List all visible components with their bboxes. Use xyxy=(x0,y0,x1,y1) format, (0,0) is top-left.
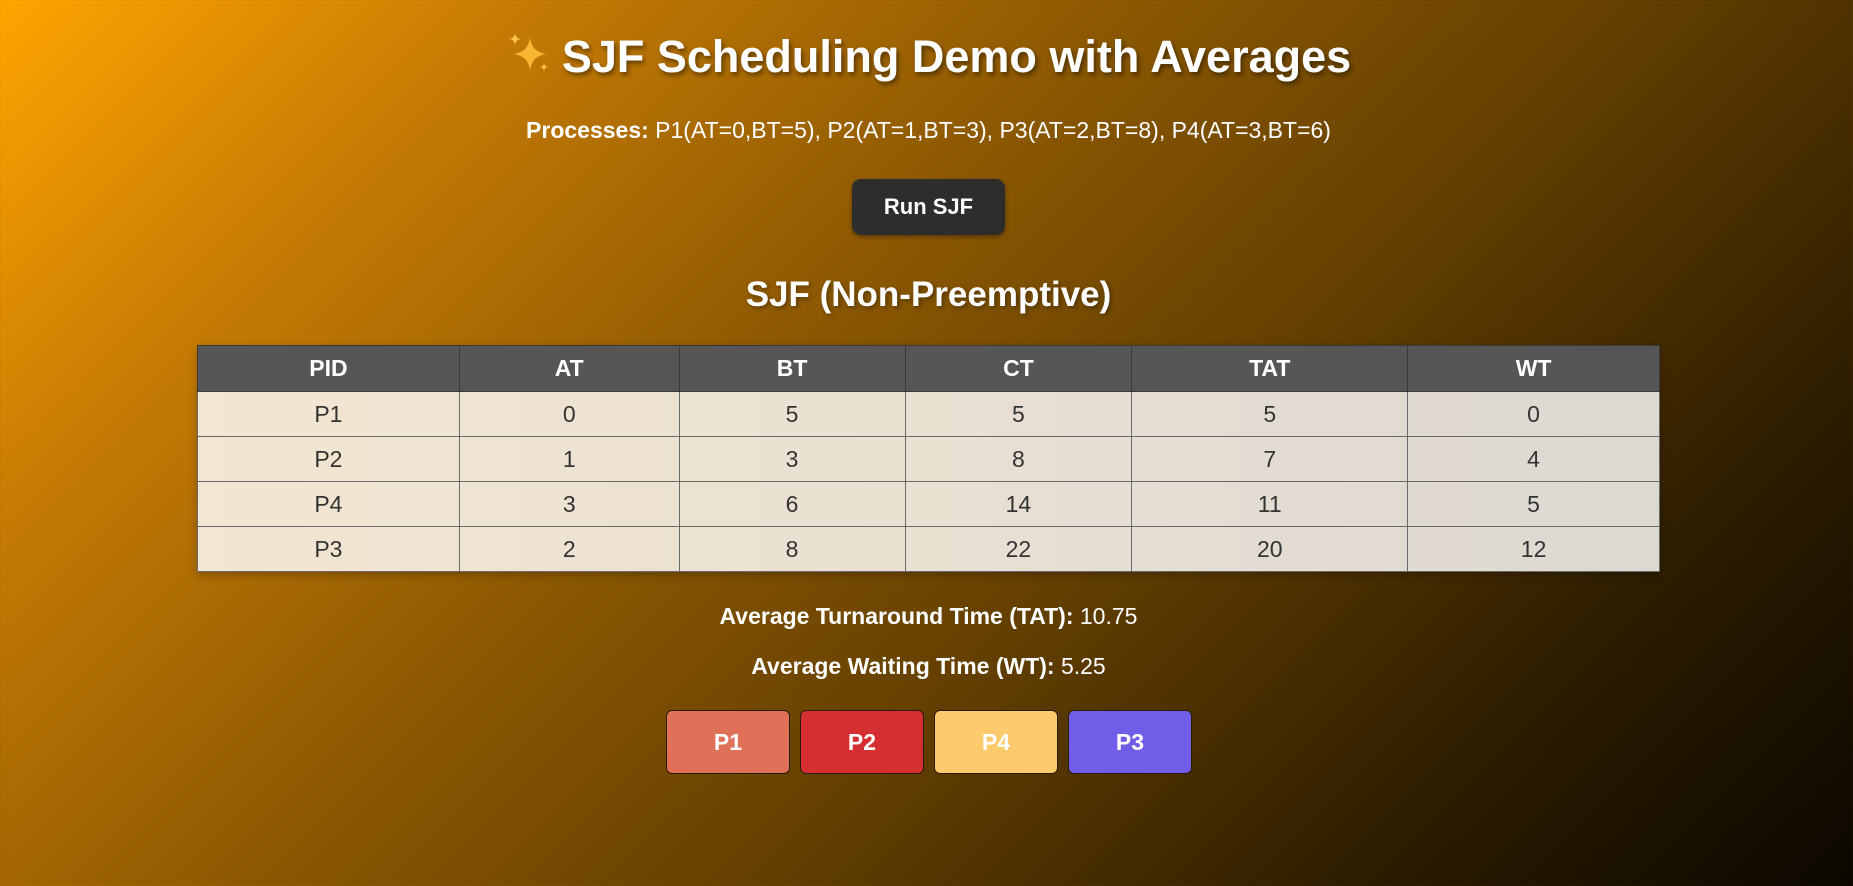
column-header-ct: CT xyxy=(904,345,1133,392)
cell-wt: 4 xyxy=(1407,436,1660,482)
column-header-tat: TAT xyxy=(1131,345,1409,392)
cell-tat: 11 xyxy=(1131,481,1409,527)
average-wt-label: Average Waiting Time (WT): xyxy=(751,653,1055,679)
column-header-at: AT xyxy=(458,345,680,392)
cell-tat: 7 xyxy=(1131,436,1409,482)
cell-at: 0 xyxy=(458,391,680,437)
cell-tat: 5 xyxy=(1131,391,1409,437)
cell-bt: 8 xyxy=(678,526,906,572)
page-title-text: SJF Scheduling Demo with Averages xyxy=(561,31,1352,82)
processes-label: Processes: xyxy=(526,117,649,143)
column-header-wt: WT xyxy=(1407,345,1660,392)
results-table: PID AT BT CT TAT WT P1 0 5 5 5 0 P2 1 3 … xyxy=(197,345,1660,572)
processes-value: P1(AT=0,BT=5), P2(AT=1,BT=3), P3(AT=2,BT… xyxy=(655,117,1331,143)
table-row: P1 0 5 5 5 0 xyxy=(197,391,1660,437)
table-row: P3 2 8 22 20 12 xyxy=(197,526,1660,572)
gantt-block: P1 xyxy=(666,710,790,774)
cell-pid: P1 xyxy=(197,391,460,437)
cell-wt: 12 xyxy=(1407,526,1660,572)
page-title: SJF Scheduling Demo with Averages xyxy=(0,30,1853,85)
average-wt: Average Waiting Time (WT): 5.25 xyxy=(0,653,1853,680)
cell-wt: 0 xyxy=(1407,391,1660,437)
cell-ct: 22 xyxy=(904,526,1133,572)
cell-pid: P3 xyxy=(197,526,460,572)
cell-tat: 20 xyxy=(1131,526,1409,572)
cell-at: 3 xyxy=(458,481,680,527)
cell-wt: 5 xyxy=(1407,481,1660,527)
cell-pid: P2 xyxy=(197,436,460,482)
cell-bt: 3 xyxy=(678,436,906,482)
processes-line: Processes: P1(AT=0,BT=5), P2(AT=1,BT=3),… xyxy=(0,117,1853,144)
cell-ct: 8 xyxy=(904,436,1133,482)
gantt-block: P4 xyxy=(934,710,1058,774)
gantt-block: P2 xyxy=(800,710,924,774)
cell-ct: 14 xyxy=(904,481,1133,527)
gantt-chart: P1 P2 P4 P3 xyxy=(666,710,1192,774)
table-row: P4 3 6 14 11 5 xyxy=(197,481,1660,527)
run-sjf-button[interactable]: Run SJF xyxy=(852,179,1005,235)
cell-at: 1 xyxy=(458,436,680,482)
cell-at: 2 xyxy=(458,526,680,572)
average-tat: Average Turnaround Time (TAT): 10.75 xyxy=(0,603,1853,630)
table-header-row: PID AT BT CT TAT WT xyxy=(197,345,1660,392)
average-tat-label: Average Turnaround Time (TAT): xyxy=(719,603,1074,629)
cell-ct: 5 xyxy=(904,391,1133,437)
average-wt-value: 5.25 xyxy=(1060,653,1106,679)
sparkles-icon xyxy=(506,30,552,85)
average-tat-value: 10.75 xyxy=(1079,603,1138,629)
gantt-block: P3 xyxy=(1068,710,1192,774)
column-header-bt: BT xyxy=(678,345,906,392)
cell-bt: 6 xyxy=(678,481,906,527)
results-heading: SJF (Non-Preemptive) xyxy=(745,275,1112,314)
cell-bt: 5 xyxy=(678,391,906,437)
cell-pid: P4 xyxy=(197,481,460,527)
table-row: P2 1 3 8 7 4 xyxy=(197,436,1660,482)
column-header-pid: PID xyxy=(197,345,460,392)
